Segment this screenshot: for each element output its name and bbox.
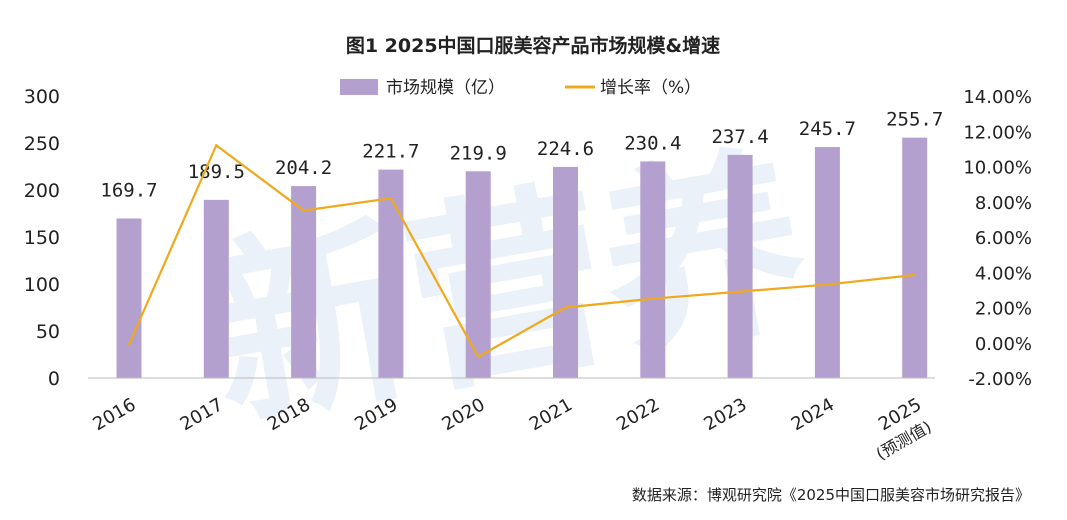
right-tick-14.00%: 14.00%	[963, 87, 1032, 108]
bar-2018	[291, 186, 317, 378]
growth-point-2024	[826, 283, 829, 286]
left-tick-0: 0	[48, 368, 60, 390]
growth-point-2018	[302, 209, 305, 212]
chart-title: 图1 2025中国口服美容产品市场规模&增速	[346, 34, 720, 57]
data-label-2021: 224.6	[537, 138, 594, 160]
right-tick-2.00%: 2.00%	[975, 299, 1032, 320]
right-tick-10.00%: 10.00%	[963, 158, 1032, 179]
data-label-2016: 169.7	[100, 179, 157, 201]
x-tick-2022: 2022	[613, 394, 663, 435]
growth-point-2016	[127, 343, 131, 346]
legend: 市场规模（亿） 增长率（%）	[340, 78, 701, 98]
legend-bar-label: 市场规模（亿）	[386, 78, 505, 98]
data-label-2025: 255.7	[886, 109, 943, 131]
x-tick-2023: 2023	[700, 394, 750, 435]
right-tick-0.00%: 0.00%	[975, 334, 1032, 355]
right-tick-12.00%: 12.00%	[963, 122, 1032, 143]
growth-rate-line	[127, 143, 915, 359]
bar-2020	[465, 171, 491, 378]
bar-2025	[902, 137, 928, 378]
x-tick-2024: 2024	[788, 394, 838, 435]
right-tick--2.00%: -2.00%	[968, 369, 1032, 390]
growth-point-2017	[215, 144, 218, 147]
legend-line-label: 增长率（%）	[600, 78, 701, 98]
left-tick-200: 200	[24, 180, 60, 202]
right-tick-4.00%: 4.00%	[975, 263, 1032, 284]
bar-2017	[203, 199, 229, 378]
bar-2023	[727, 154, 753, 378]
x-tick-2016: 2016	[89, 394, 139, 435]
growth-point-2021	[564, 306, 567, 309]
x-tick-2017: 2017	[177, 394, 227, 435]
growth-point-2022	[651, 297, 654, 300]
growth-point-2019	[389, 197, 393, 200]
right-tick-6.00%: 6.00%	[975, 228, 1032, 249]
data-label-2017: 189.5	[188, 161, 245, 183]
growth-point-2025	[913, 273, 916, 277]
left-tick-300: 300	[24, 86, 60, 108]
left-tick-250: 250	[24, 133, 60, 155]
growth-point-2020	[477, 355, 480, 359]
data-label-2023: 237.4	[711, 126, 768, 148]
right-tick-8.00%: 8.00%	[975, 193, 1032, 214]
bar-2019	[378, 169, 404, 378]
data-label-2020: 219.9	[450, 142, 507, 164]
legend-bar-swatch	[340, 79, 378, 95]
left-tick-100: 100	[24, 274, 60, 296]
data-label-2018: 204.2	[275, 157, 332, 179]
left-tick-150: 150	[24, 227, 60, 249]
source-note: 数据来源：博观研究院《2025中国口服美容市场研究报告》	[632, 486, 1030, 504]
data-label-2022: 230.4	[624, 132, 681, 154]
bar-2024	[814, 147, 840, 378]
bar-2016	[116, 218, 142, 378]
growth-point-2023	[738, 290, 742, 293]
left-tick-50: 50	[36, 321, 60, 343]
bar-2022	[640, 161, 666, 378]
data-label-2019: 221.7	[362, 141, 419, 163]
bar-2021	[553, 166, 578, 378]
data-label-2024: 245.7	[799, 118, 856, 140]
